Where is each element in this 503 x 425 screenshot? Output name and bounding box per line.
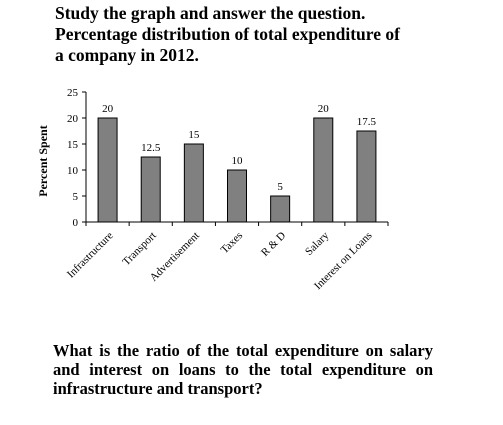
bar-value-label: 20 — [318, 103, 330, 115]
bar-2 — [183, 143, 204, 223]
y-tick-label: 10 — [67, 165, 79, 177]
bar-4 — [270, 195, 291, 223]
y-tick-label: 15 — [67, 139, 79, 151]
category-label: R & D — [259, 230, 288, 259]
category-label: Salary — [303, 229, 332, 258]
bar-value-label: 5 — [277, 181, 283, 193]
bar-1 — [140, 156, 161, 223]
bar-0 — [97, 117, 118, 223]
category-label: Taxes — [219, 230, 246, 257]
bar-value-label: 17.5 — [357, 116, 377, 128]
y-tick-label: 25 — [67, 87, 79, 99]
bar-value-label: 20 — [102, 103, 114, 115]
category-label: Infrastructure — [65, 230, 116, 281]
category-label: Transport — [120, 230, 158, 268]
y-axis-title: Percent Spent — [36, 125, 50, 196]
bar-value-label: 10 — [232, 155, 244, 167]
bar-value-label: 12.5 — [141, 142, 161, 154]
intro-line-2: Percentage distribution of total expendi… — [55, 24, 400, 44]
bar-3 — [227, 169, 247, 223]
y-tick-label: 0 — [73, 217, 79, 229]
bar-5 — [313, 117, 334, 223]
question-text: What is the ratio of the total expenditu… — [53, 341, 433, 398]
bar-chart: 0 5 10 15 20 25 Percent Spent 20 Infrastructure 1… — [36, 87, 389, 292]
y-tick-label: 5 — [73, 191, 79, 203]
intro-line-3: a company in 2012. — [55, 45, 199, 65]
intro-line-1: Study the graph and answer the question. — [55, 3, 366, 23]
bar-6 — [356, 130, 377, 223]
y-tick-label: 20 — [67, 113, 79, 125]
bar-value-label: 15 — [188, 129, 200, 141]
intro-text: Study the graph and answer the question.… — [55, 3, 495, 66]
